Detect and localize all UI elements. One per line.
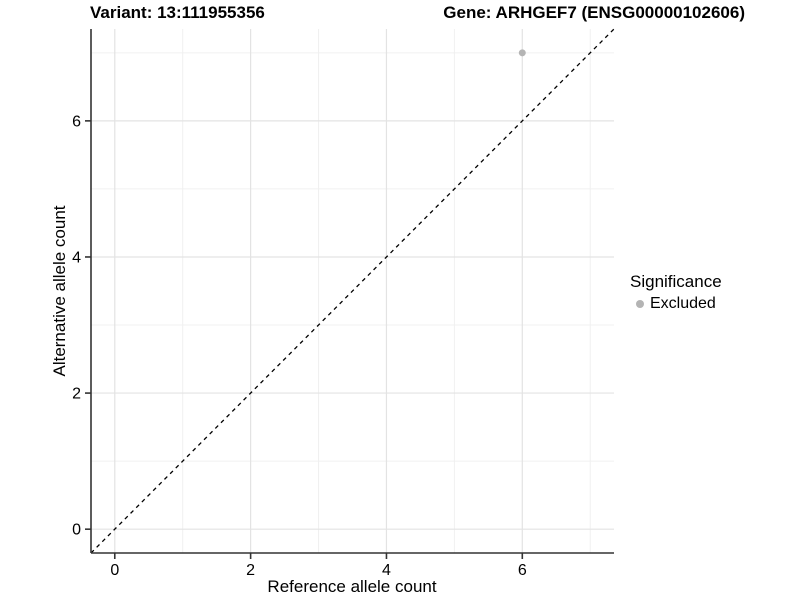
identity-dashed-line: [90, 28, 615, 554]
legend-title: Significance: [630, 272, 722, 291]
y-tick-label: 6: [72, 113, 81, 130]
variant-title: Variant: 13:111955356: [90, 3, 265, 22]
y-tick-label: 2: [72, 386, 81, 403]
x-tick-label: 4: [382, 562, 391, 579]
x-tick-label: 2: [246, 562, 255, 579]
x-axis-title: Reference allele count: [267, 577, 437, 596]
legend-entry-label: Excluded: [650, 295, 716, 312]
x-tick-label: 0: [110, 562, 119, 579]
y-tick-label: 0: [72, 522, 81, 539]
plot-title-row: Variant: 13:111955356 Gene: ARHGEF7 (ENS…: [90, 3, 745, 23]
gene-title: Gene: ARHGEF7 (ENSG00000102606): [443, 3, 745, 22]
y-axis-title: Alternative allele count: [50, 205, 69, 377]
legend: Significance Excluded: [630, 272, 722, 313]
x-tick-label: 6: [518, 562, 527, 579]
data-point: [518, 49, 526, 57]
y-tick-label: 4: [72, 249, 81, 266]
excluded-point-icon: [636, 300, 644, 308]
legend-entry-excluded: Excluded: [630, 295, 722, 313]
